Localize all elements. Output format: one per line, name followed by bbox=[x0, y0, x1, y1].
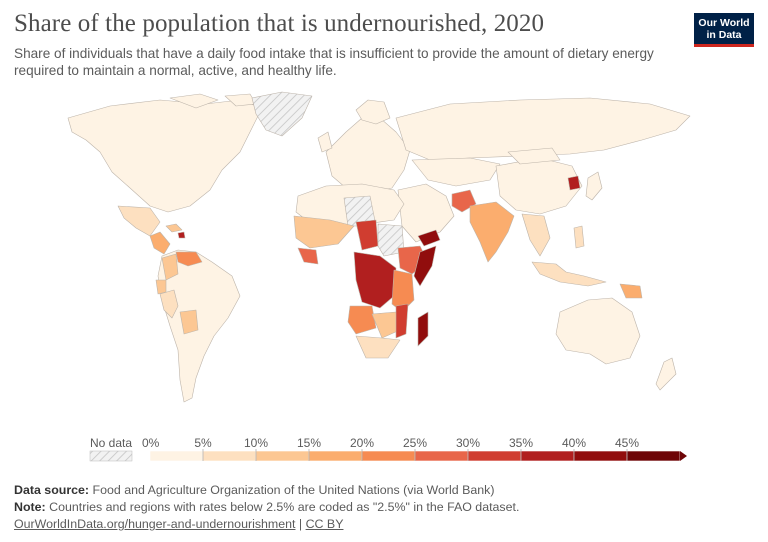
chart-footer: Data source: Food and Agriculture Organi… bbox=[14, 482, 519, 533]
legend-tick-15: 15% bbox=[297, 436, 321, 450]
region-scandinavia[interactable] bbox=[355, 99, 391, 125]
region-south-asia[interactable] bbox=[469, 201, 515, 263]
legend-arrow-tip bbox=[680, 451, 687, 461]
legend-tick-20: 20% bbox=[350, 436, 374, 450]
region-indonesia[interactable] bbox=[531, 261, 607, 287]
region-sahel[interactable] bbox=[293, 215, 355, 249]
region-philippines[interactable] bbox=[573, 225, 585, 249]
region-south-america[interactable] bbox=[157, 249, 241, 403]
region-new-zealand[interactable] bbox=[655, 357, 677, 391]
chart-subtitle: Share of individuals that have a daily f… bbox=[14, 46, 654, 78]
region-japan[interactable] bbox=[585, 171, 603, 201]
region-middle-east[interactable] bbox=[397, 183, 455, 243]
legend-bin-40 bbox=[573, 450, 628, 462]
region-yemen[interactable] bbox=[417, 229, 441, 247]
legend-bin-5 bbox=[202, 450, 257, 462]
logo-line-2: in Data bbox=[706, 28, 742, 41]
region-caribbean[interactable] bbox=[165, 223, 183, 233]
region-madagascar[interactable] bbox=[417, 311, 429, 347]
logo-line-1: Our World bbox=[698, 17, 750, 29]
note-line: Note: Countries and regions with rates b… bbox=[14, 499, 519, 516]
region-central-africa[interactable] bbox=[353, 251, 397, 309]
legend-bin-25 bbox=[414, 450, 469, 462]
region-southeast-asia[interactable] bbox=[521, 213, 551, 257]
legend-tick-labels: 0% 5% 10% 15% 20% 25% 30% 35% 40% 45% bbox=[142, 436, 639, 461]
legend-tick-0: 0% bbox=[142, 436, 160, 450]
license-link[interactable]: CC BY bbox=[305, 517, 344, 531]
region-south-africa[interactable] bbox=[355, 335, 401, 359]
source-link[interactable]: OurWorldInData.org/hunger-and-undernouri… bbox=[14, 517, 296, 531]
region-central-america[interactable] bbox=[149, 231, 171, 255]
legend-no-data-label: No data bbox=[90, 436, 132, 450]
region-north-korea[interactable] bbox=[567, 175, 581, 191]
region-papua-new-guinea[interactable] bbox=[619, 283, 643, 299]
links-line: OurWorldInData.org/hunger-and-undernouri… bbox=[14, 516, 519, 533]
legend-tick-35: 35% bbox=[509, 436, 533, 450]
legend-bin-30 bbox=[467, 450, 522, 462]
region-mexico[interactable] bbox=[117, 205, 161, 237]
legend-tick-30: 30% bbox=[456, 436, 480, 450]
legend-bin-0 bbox=[149, 450, 204, 462]
source-text: Food and Agriculture Organization of the… bbox=[92, 483, 495, 497]
legend-tick-5: 5% bbox=[194, 436, 212, 450]
region-north-america[interactable] bbox=[67, 99, 263, 213]
legend-no-data-swatch bbox=[89, 450, 133, 462]
region-sudan[interactable] bbox=[377, 223, 405, 257]
source-label: Data source: bbox=[14, 483, 90, 497]
map-legend: No data 0% 5% 10% 15% 20% 25% 30% 35% 40% 45% bbox=[89, 436, 687, 462]
region-mongolia[interactable] bbox=[507, 147, 561, 165]
region-central-asia[interactable] bbox=[411, 157, 501, 187]
legend-bin-10 bbox=[255, 450, 310, 462]
legend-tick-10: 10% bbox=[244, 436, 268, 450]
link-separator: | bbox=[295, 517, 306, 531]
region-mozambique[interactable] bbox=[395, 303, 409, 339]
region-ecuador[interactable] bbox=[155, 279, 167, 295]
legend-bin-45 bbox=[626, 450, 681, 462]
note-text: Countries and regions with rates below 2… bbox=[49, 500, 520, 514]
region-west-africa-coast[interactable] bbox=[297, 247, 319, 265]
legend-bin-20 bbox=[361, 450, 416, 462]
region-chad[interactable] bbox=[355, 219, 379, 251]
region-bolivia[interactable] bbox=[179, 309, 199, 335]
region-angola[interactable] bbox=[347, 305, 377, 335]
region-uk[interactable] bbox=[317, 131, 333, 153]
legend-color-bins bbox=[149, 450, 687, 462]
owid-logo[interactable]: Our World in Data bbox=[694, 13, 754, 47]
legend-tick-40: 40% bbox=[562, 436, 586, 450]
region-venezuela[interactable] bbox=[175, 251, 203, 267]
note-label: Note: bbox=[14, 500, 46, 514]
region-peru[interactable] bbox=[159, 289, 179, 319]
region-colombia[interactable] bbox=[161, 253, 179, 281]
source-line: Data source: Food and Agriculture Organi… bbox=[14, 482, 519, 499]
region-haiti[interactable] bbox=[177, 231, 186, 239]
region-europe[interactable] bbox=[325, 117, 411, 195]
legend-bin-15 bbox=[308, 450, 363, 462]
legend-tick-25: 25% bbox=[403, 436, 427, 450]
region-greenland[interactable] bbox=[251, 91, 313, 137]
legend-tick-45: 45% bbox=[615, 436, 639, 450]
region-somalia[interactable] bbox=[413, 245, 437, 287]
world-map[interactable] bbox=[0, 88, 768, 428]
chart-title: Share of the population that is undernou… bbox=[14, 10, 545, 37]
region-australia[interactable] bbox=[555, 297, 641, 365]
legend-bin-35 bbox=[520, 450, 575, 462]
